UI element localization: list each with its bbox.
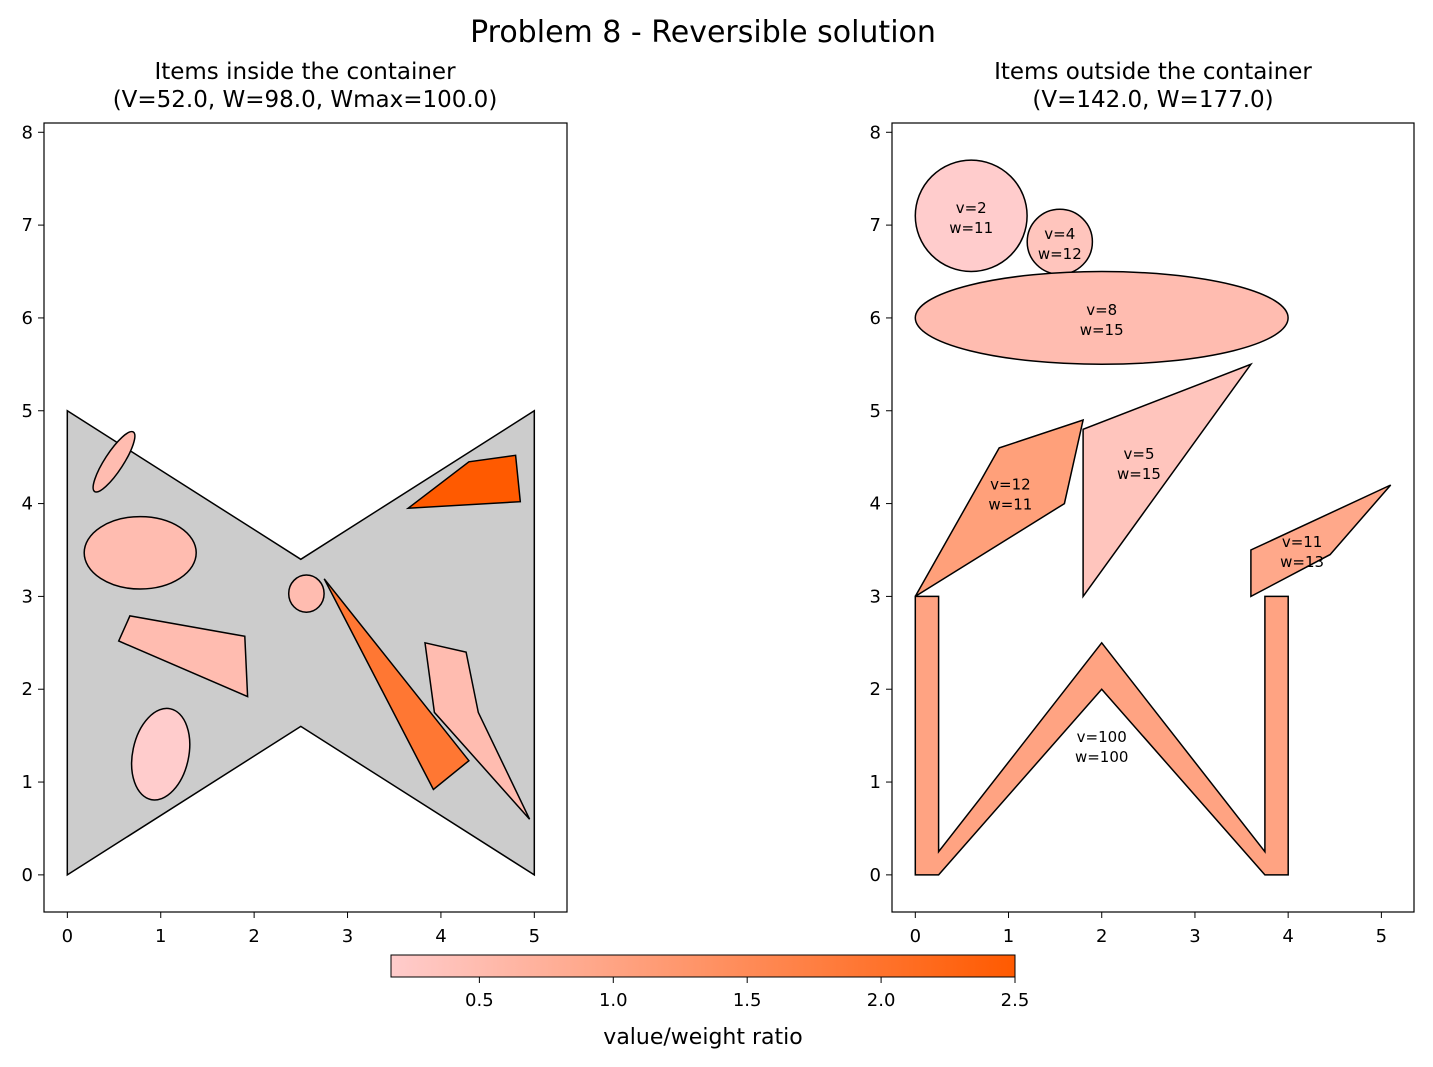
item-label-value-5: v=11 [1282, 533, 1323, 551]
item-label-weight-3: w=11 [988, 495, 1032, 513]
x-tick-label: 0 [62, 926, 73, 947]
x-tick-label: 4 [1282, 926, 1293, 947]
colorbar-tick-label: 1.5 [733, 990, 762, 1011]
item-polygon-5 [323, 578, 470, 791]
y-tick-label: 3 [22, 586, 33, 607]
axes-frame [43, 122, 568, 913]
y-tick-label: 0 [870, 865, 881, 886]
x-tick-label: 5 [529, 926, 540, 947]
item-label-value-6: v=100 [1077, 728, 1127, 746]
x-tick-label: 3 [1189, 926, 1200, 947]
item-polygon-4 [1082, 362, 1253, 599]
item-label-weight-2: w=15 [1080, 321, 1124, 339]
panel-outside-container: Items outside the container (V=142.0, W=… [870, 59, 1415, 947]
y-tick-label: 4 [870, 494, 881, 515]
item-polygon-6 [914, 595, 1289, 876]
item-ellipse-0 [92, 430, 136, 493]
y-tick-label: 1 [870, 772, 881, 793]
y-tick-label: 6 [22, 308, 33, 329]
x-tick-label: 1 [1003, 926, 1014, 947]
y-tick-label: 2 [870, 679, 881, 700]
item-label-weight-0: w=11 [949, 219, 993, 237]
item-ellipse-1 [83, 515, 197, 590]
item-label-weight-5: w=13 [1280, 553, 1324, 571]
y-tick-label: 1 [22, 772, 33, 793]
y-tick-label: 5 [870, 401, 881, 422]
item-polygon-7 [405, 454, 522, 510]
colorbar-tick-label: 1.0 [599, 990, 628, 1011]
panel-outside-title-line2: (V=142.0, W=177.0) [1032, 87, 1273, 113]
panel-inside-title-line1: Items inside the container [154, 59, 456, 85]
axes-frame [891, 122, 1415, 913]
x-tick-label: 4 [435, 926, 446, 947]
figure-title: Problem 8 - Reversible solution [470, 15, 936, 50]
y-tick-label: 6 [870, 308, 881, 329]
colorbar-label: value/weight ratio [603, 1025, 802, 1050]
item-label-value-3: v=12 [990, 475, 1031, 493]
x-tick-label: 2 [248, 926, 259, 947]
item-ellipse-3 [130, 707, 191, 801]
panel-outside-title-line1: Items outside the container [994, 59, 1312, 85]
item-ellipse-0 [914, 159, 1028, 273]
item-ellipse-2 [914, 270, 1289, 366]
x-tick-label: 2 [1096, 926, 1107, 947]
item-label-value-4: v=5 [1124, 445, 1155, 463]
item-polygon-6 [424, 641, 531, 820]
y-tick-label: 7 [870, 215, 881, 236]
item-label-value-1: v=4 [1044, 225, 1075, 243]
item-polygon-2 [117, 615, 249, 698]
item-label-value-2: v=8 [1086, 301, 1117, 319]
item-polygon-5 [1250, 484, 1392, 598]
item-polygon-3 [914, 418, 1085, 598]
y-tick-label: 4 [22, 494, 33, 515]
panel-inside-container: Items inside the container (V=52.0, W=98… [22, 59, 568, 947]
y-tick-label: 5 [22, 401, 33, 422]
x-tick-label: 5 [1376, 926, 1387, 947]
y-tick-label: 3 [870, 586, 881, 607]
y-tick-label: 0 [22, 865, 33, 886]
item-label-weight-1: w=12 [1038, 245, 1082, 263]
item-ellipse-4 [287, 574, 325, 613]
y-tick-label: 7 [22, 215, 33, 236]
colorbar-tick-label: 2.0 [867, 990, 896, 1011]
y-tick-label: 8 [22, 122, 33, 143]
item-label-value-0: v=2 [956, 199, 987, 217]
panel-inside-title-line2: (V=52.0, W=98.0, Wmax=100.0) [113, 87, 498, 113]
x-tick-label: 0 [910, 926, 921, 947]
colorbar-tick-label: 2.5 [1001, 990, 1030, 1011]
item-label-weight-6: w=100 [1075, 748, 1128, 766]
x-tick-label: 3 [342, 926, 353, 947]
x-tick-label: 1 [155, 926, 166, 947]
colorbar-gradient [390, 954, 1016, 978]
y-tick-label: 8 [870, 122, 881, 143]
colorbar: value/weight ratio 0.5 1.0 1.5 2.0 2.5 [390, 954, 1030, 1050]
y-tick-label: 2 [22, 679, 33, 700]
item-label-weight-4: w=15 [1117, 465, 1161, 483]
colorbar-tick-label: 0.5 [465, 990, 494, 1011]
